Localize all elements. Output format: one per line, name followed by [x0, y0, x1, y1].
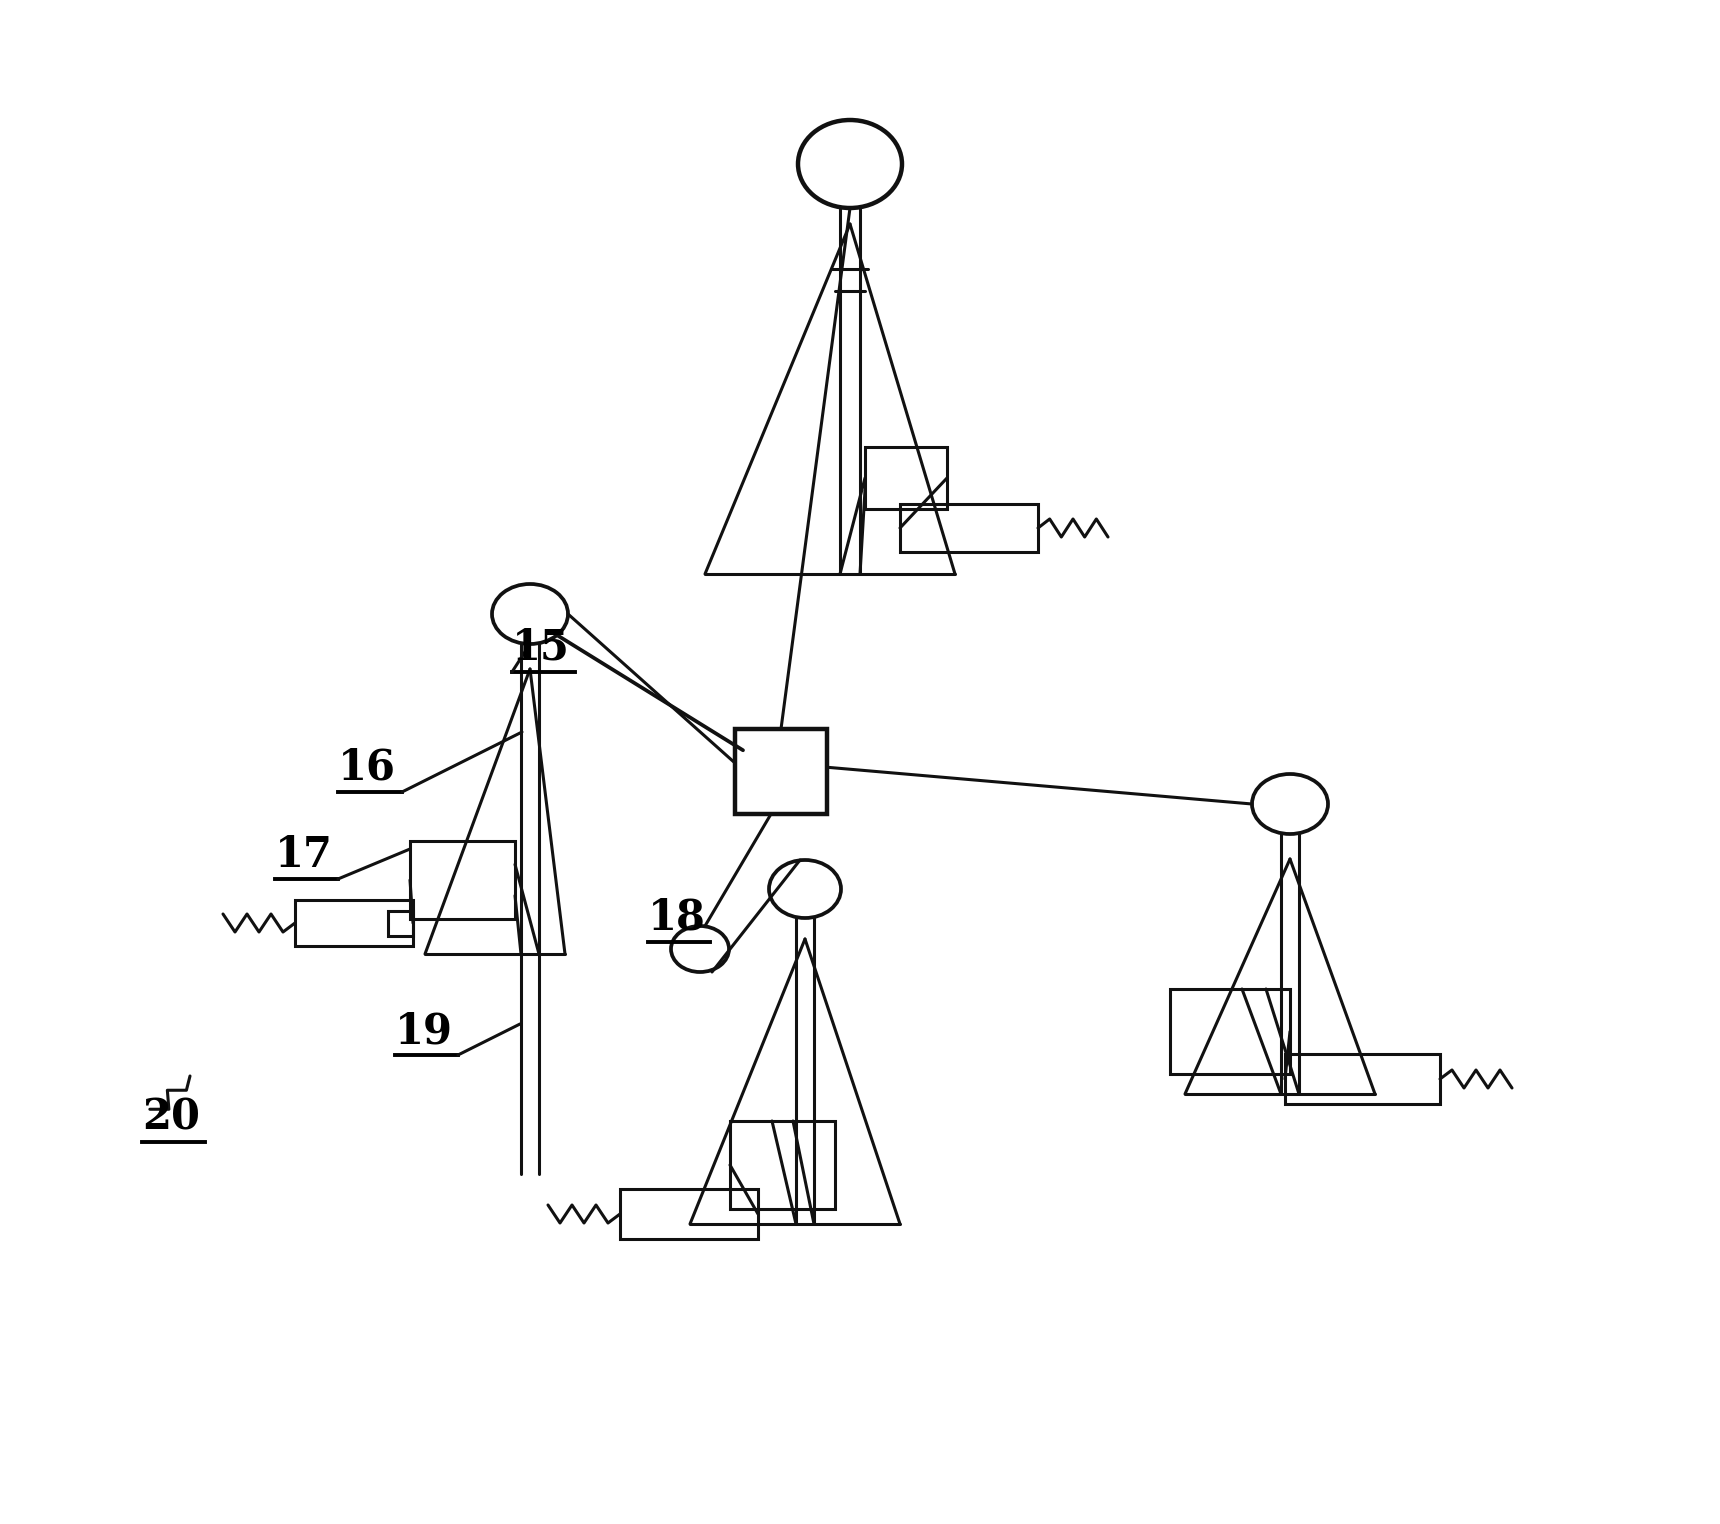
- Text: 17: 17: [275, 834, 334, 876]
- Text: 16: 16: [339, 747, 396, 789]
- Bar: [865, 447, 948, 509]
- Text: 18: 18: [648, 898, 705, 939]
- Bar: [1285, 1055, 1440, 1103]
- Text: 20: 20: [143, 1097, 200, 1138]
- Bar: [734, 728, 827, 814]
- Bar: [900, 504, 1037, 552]
- Bar: [1170, 989, 1290, 1074]
- Text: 15: 15: [513, 626, 569, 669]
- Bar: [296, 901, 413, 946]
- Bar: [409, 841, 514, 919]
- Bar: [389, 911, 413, 936]
- Text: 19: 19: [396, 1010, 452, 1052]
- Bar: [619, 1189, 759, 1239]
- Bar: [729, 1122, 834, 1209]
